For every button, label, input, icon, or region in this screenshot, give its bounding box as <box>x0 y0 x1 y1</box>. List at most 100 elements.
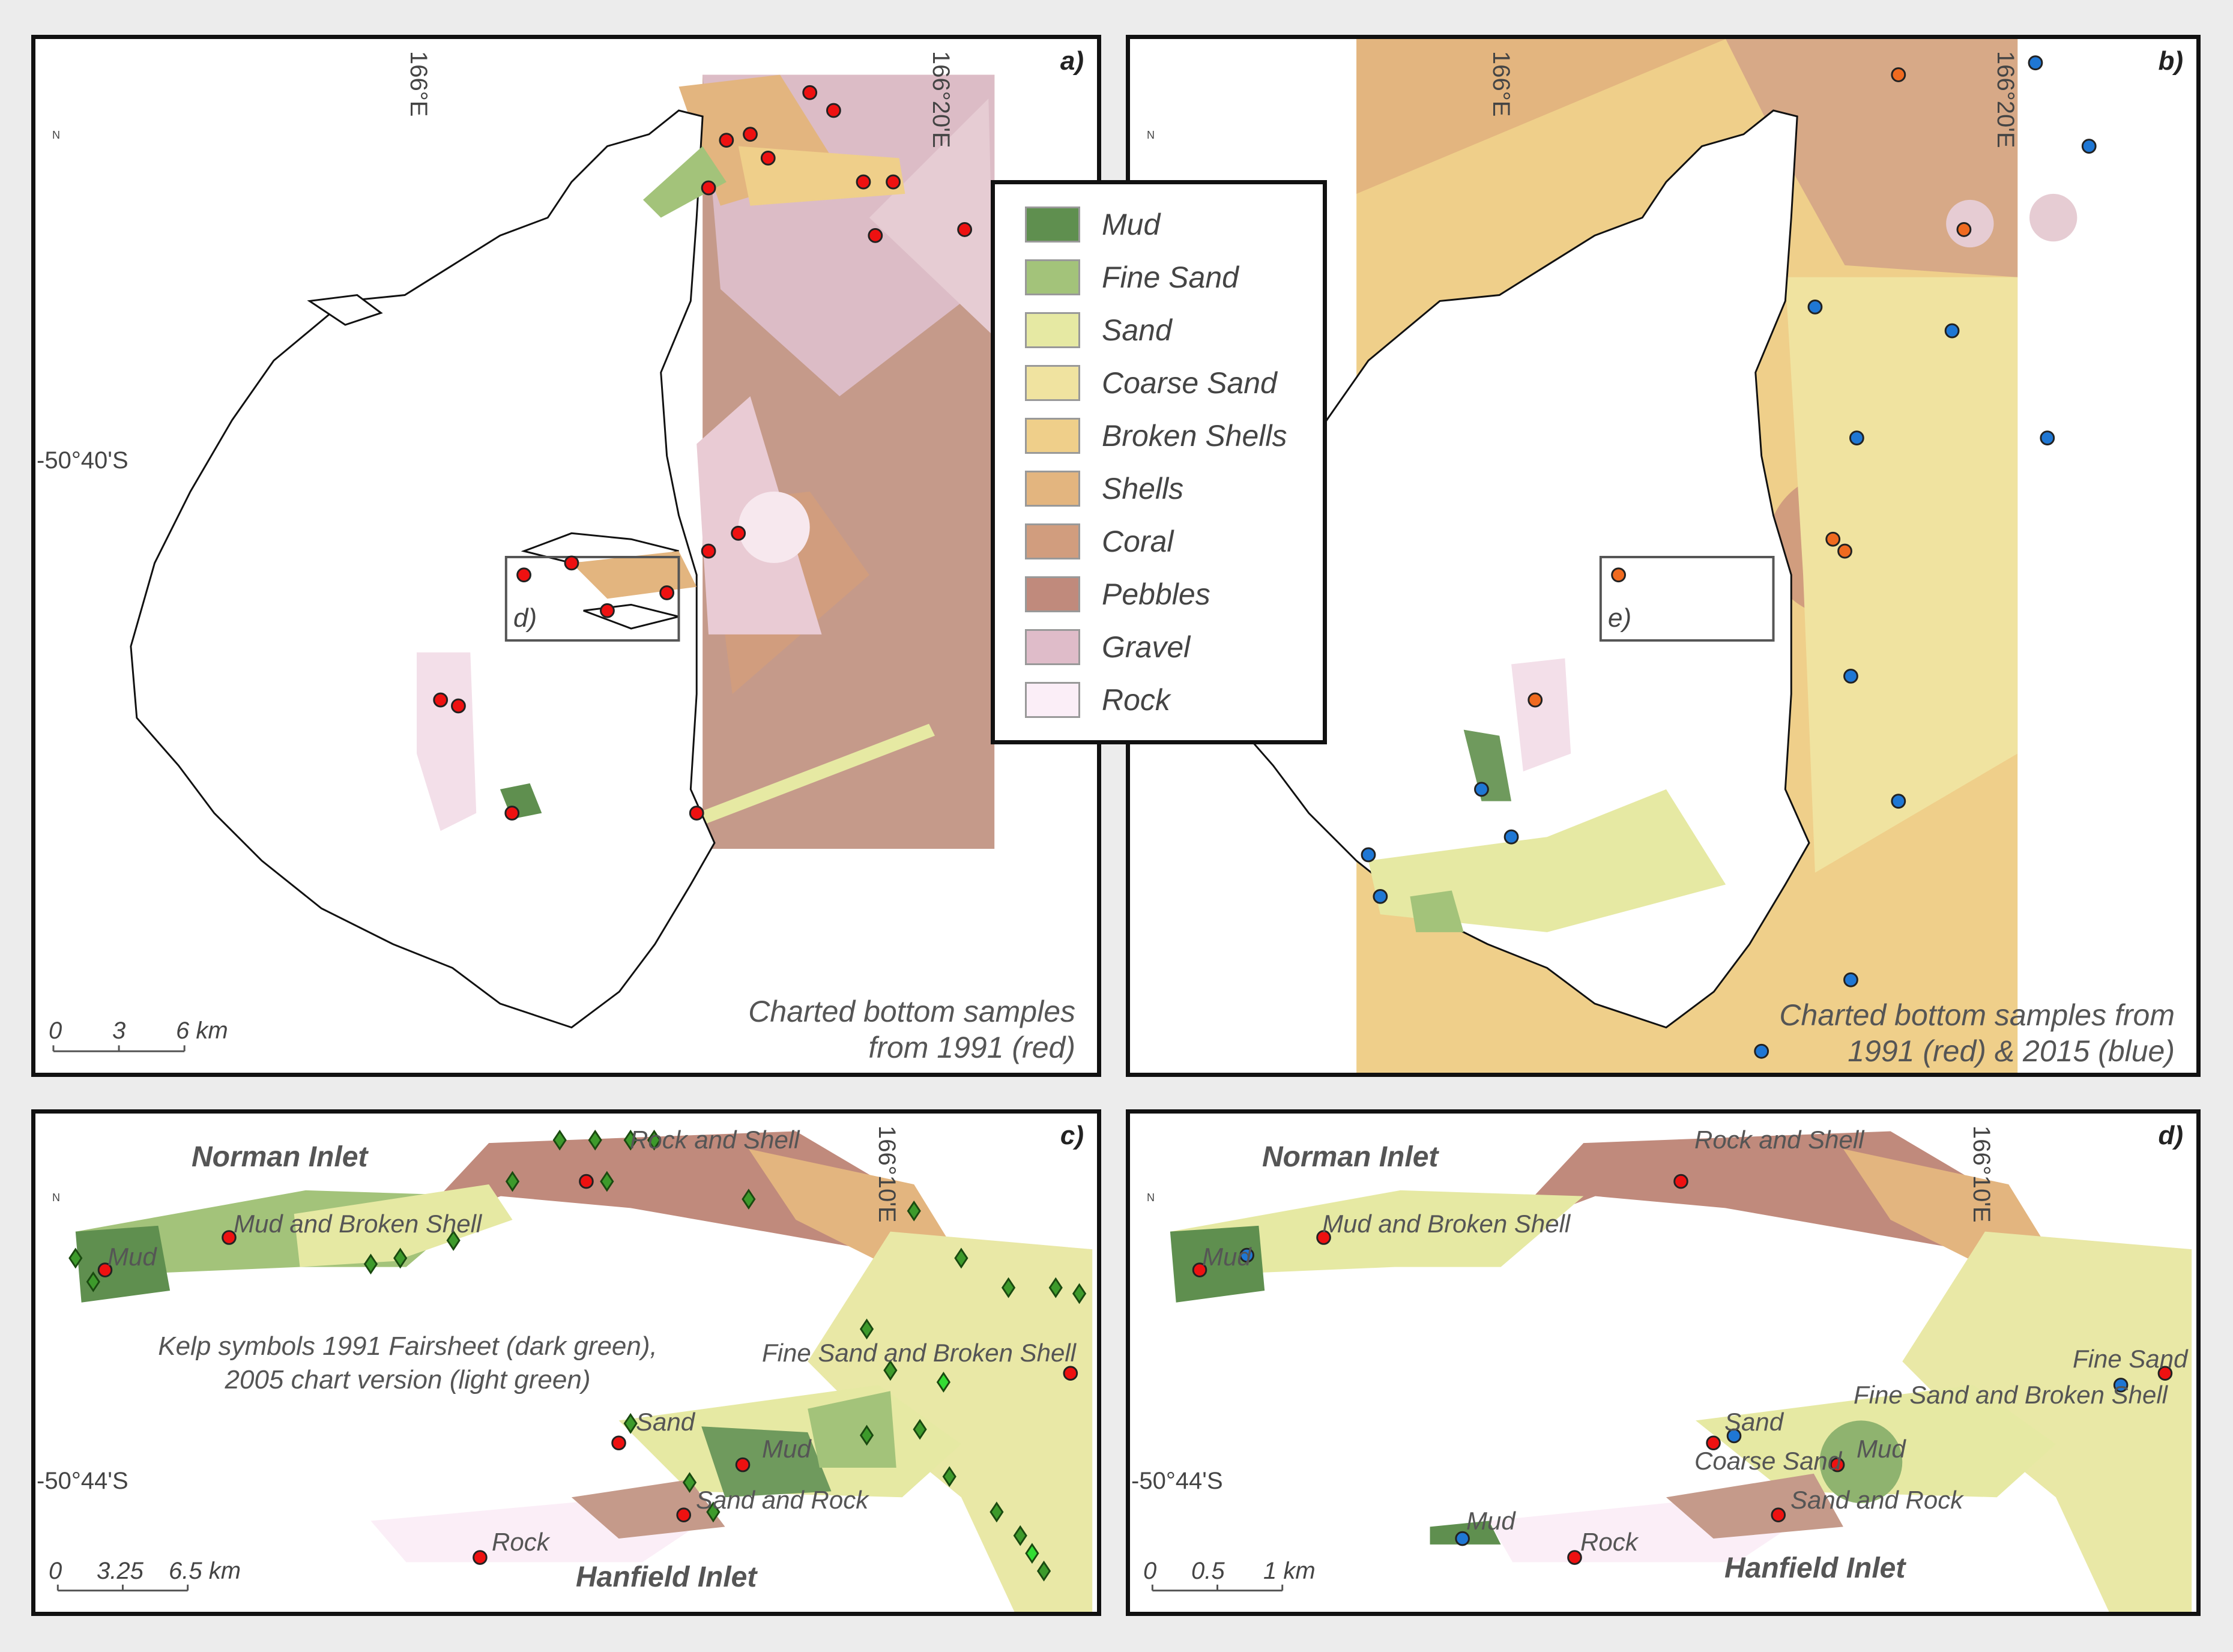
sample-point <box>2113 1378 2129 1393</box>
kelp-symbol <box>1025 1543 1039 1564</box>
panel-a-map: a) 166°E 166°20'E -50°40'S d) N Charted … <box>31 35 1101 1077</box>
sediment-gravel-spot-2 <box>1946 199 1994 248</box>
sample-point <box>1891 67 1906 82</box>
legend-label: Coral <box>1102 525 1174 558</box>
sediment-label: Mud <box>1202 1243 1251 1271</box>
sample-point <box>856 174 871 190</box>
kelp-symbol <box>1036 1560 1051 1582</box>
kelp-symbol <box>706 1501 721 1523</box>
kelp-symbol <box>588 1129 602 1151</box>
hanfield-inlet-sediment-mud <box>701 1426 832 1498</box>
panel-d-map-canvas <box>1170 1131 2192 1612</box>
sediment-label: Mud <box>1857 1435 1906 1463</box>
sample-point <box>516 567 531 583</box>
sample-point <box>1063 1366 1078 1381</box>
sample-point <box>1754 1043 1769 1059</box>
sample-point <box>1474 782 1489 797</box>
sample-point <box>1956 222 1972 237</box>
sediment-label: Sand and Rock <box>1790 1486 1963 1514</box>
norman-inlet-sediment-sand <box>294 1184 513 1267</box>
sample-point <box>1843 668 1858 684</box>
kelp-symbol <box>68 1247 83 1269</box>
study-area-box-e <box>1599 556 1775 642</box>
legend-swatch <box>1025 418 1080 454</box>
kelp-symbol <box>505 1171 520 1192</box>
scale-label-1: 3 <box>112 1017 126 1044</box>
sample-points-2015 <box>1361 55 2097 1059</box>
panel-c-lat-label: -50°44'S <box>37 1468 128 1494</box>
sediment-broken-shells-area <box>738 146 905 206</box>
sediment-legend: Mud Fine Sand Sand Coarse Sand Broken Sh… <box>991 180 1327 744</box>
sediment-coral-area-north <box>1726 39 2018 277</box>
small-island-outline <box>307 294 383 326</box>
sample-point <box>1192 1262 1207 1277</box>
fjord-sediment-gravel <box>1511 658 1571 772</box>
sediment-coarse-sand-area <box>1785 277 2018 873</box>
sample-point <box>504 806 520 821</box>
sample-points-1991 <box>1192 1174 2173 1565</box>
sample-points-1991 <box>1527 67 1972 708</box>
legend-item-broken-shells: Broken Shells <box>1025 415 1287 457</box>
norman-inlet-sediment-mud <box>1170 1225 1265 1303</box>
hanfield-inlet-sediment-finesand <box>808 1391 896 1468</box>
panel-b-letter: b) <box>2158 46 2183 76</box>
sample-point <box>1373 888 1388 904</box>
sample-point <box>451 698 466 714</box>
sediment-sand-wedge <box>696 723 935 825</box>
kelp-symbol <box>859 1318 874 1340</box>
sample-point <box>2157 1366 2173 1381</box>
scale-label-0: 0 <box>49 1017 62 1044</box>
kelp-symbol <box>1013 1525 1027 1546</box>
kelp-symbol <box>552 1129 567 1151</box>
sample-point <box>1361 847 1376 863</box>
sample-point <box>1726 1428 1742 1444</box>
panel-b-lon-label: 166°E <box>1488 51 1514 117</box>
kelp-note: Kelp symbols 1991 Fairsheet (dark green)… <box>71 1330 744 1397</box>
sample-point <box>760 150 776 166</box>
kelp-symbols-2005 <box>936 1372 1039 1564</box>
panel-b-caption-line2: 1991 (red) & 2015 (blue) <box>1848 1034 2175 1068</box>
panel-a-caption-line2: from 1991 (red) <box>868 1031 1075 1064</box>
sample-point <box>802 85 818 100</box>
fjord-sediment-north <box>642 146 727 218</box>
north-arrow-icon: N <box>1147 1192 1155 1204</box>
norman-inlet-label: Norman Inlet <box>1262 1141 1439 1173</box>
scale-label-1: 0.5 <box>1191 1558 1225 1584</box>
kelp-symbol <box>913 1418 927 1440</box>
study-area-box-d <box>504 556 680 642</box>
kelp-symbol <box>647 1129 662 1151</box>
hanfield-inlet-sediment-coral <box>571 1479 725 1539</box>
norman-inlet-label: Norman Inlet <box>192 1141 368 1173</box>
panel-b-caption: Charted bottom samples from 1991 (red) &… <box>1779 997 2175 1069</box>
legend-swatch <box>1025 682 1080 718</box>
fjord-sediment-gravel <box>417 652 477 831</box>
sediment-label: Mud <box>107 1243 157 1271</box>
kelp-symbol <box>883 1360 898 1381</box>
sample-points <box>97 1174 1078 1565</box>
sediment-label: Coarse Sand <box>1694 1447 1842 1475</box>
north-arrow-icon: N <box>1147 129 1155 141</box>
sample-point <box>957 222 973 237</box>
sediment-label: Sand <box>636 1408 695 1436</box>
panel-a-caption: Charted bottom samples from 1991 (red) <box>748 993 1075 1066</box>
kelp-symbol <box>954 1247 968 1269</box>
scale-label-1: 3.25 <box>97 1558 144 1584</box>
fjord-sediment-sand <box>1368 789 1726 932</box>
sediment-label: Rock and Shell <box>1694 1126 1864 1154</box>
legend-item-pebbles: Pebbles <box>1025 573 1210 615</box>
sample-point <box>1316 1230 1331 1245</box>
sample-point <box>1673 1174 1688 1189</box>
sediment-label: Rock <box>492 1528 549 1556</box>
sample-point <box>701 180 716 196</box>
panel-b-map-canvas <box>1224 39 2097 1073</box>
sample-point <box>1807 299 1823 315</box>
panel-a-lon-label-2: 166°20'E <box>928 51 954 148</box>
legend-swatch <box>1025 312 1080 348</box>
sample-point <box>473 1550 488 1565</box>
sediment-gravel-spot-3 <box>2029 193 2077 242</box>
sediment-rock-spot <box>738 491 810 563</box>
panel-b-box-label: e) <box>1608 603 1632 633</box>
north-arrow-icon: N <box>52 129 60 141</box>
kelp-symbol <box>907 1200 921 1222</box>
sample-point <box>579 1174 594 1189</box>
